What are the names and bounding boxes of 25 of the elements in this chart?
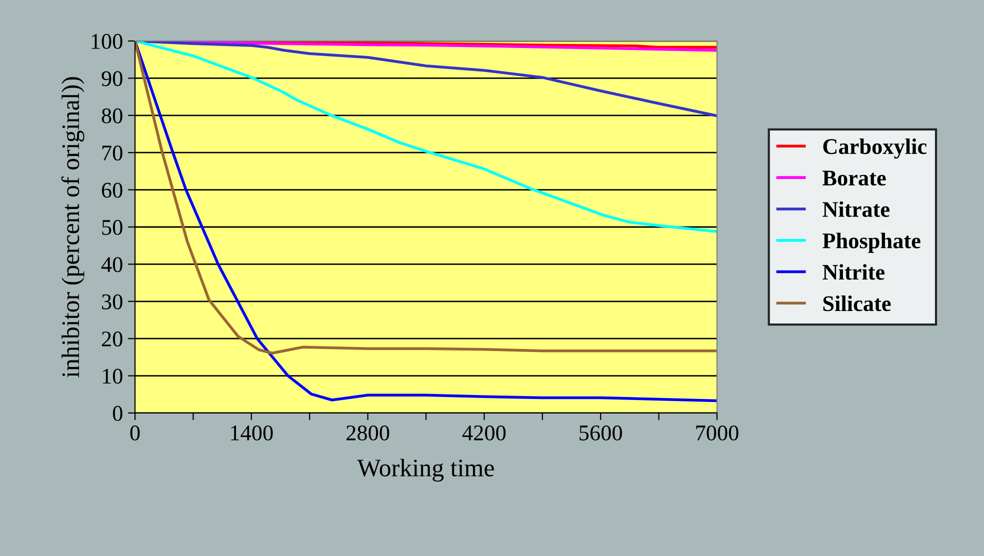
y-axis-title: inhibitor (percent of original)) xyxy=(61,77,84,378)
y-tick-label: 100 xyxy=(92,34,122,49)
y-tick-label: 50 xyxy=(102,220,122,235)
legend-label: Phosphate xyxy=(822,232,920,253)
y-tick-label: 70 xyxy=(102,146,122,161)
x-tick-label: 4200 xyxy=(462,425,506,440)
x-axis-title: Working time xyxy=(357,458,494,482)
y-tick-label: 60 xyxy=(102,182,122,198)
legend-label: Carboxylic xyxy=(823,138,927,159)
y-tick-label: 30 xyxy=(102,294,122,310)
x-tick-label: 1400 xyxy=(231,425,273,440)
y-tick-label: 40 xyxy=(101,257,122,272)
legend-label: Nitrite xyxy=(822,264,885,280)
x-tick-label: 0 xyxy=(130,425,140,440)
x-tick-label: 2800 xyxy=(346,425,390,440)
y-tick-label: 80 xyxy=(102,108,122,124)
legend-label: Silicate xyxy=(823,296,891,312)
legend-label: Borate xyxy=(822,170,886,186)
x-tick-label: 7000 xyxy=(696,425,738,440)
y-tick-label: 20 xyxy=(102,332,122,347)
y-tick-label: 90 xyxy=(102,71,122,86)
x-tick-label: 5600 xyxy=(580,425,622,440)
legend-label: Nitrate xyxy=(822,201,890,217)
y-tick-label: 0 xyxy=(112,406,122,421)
y-tick-label: 10 xyxy=(102,368,122,384)
